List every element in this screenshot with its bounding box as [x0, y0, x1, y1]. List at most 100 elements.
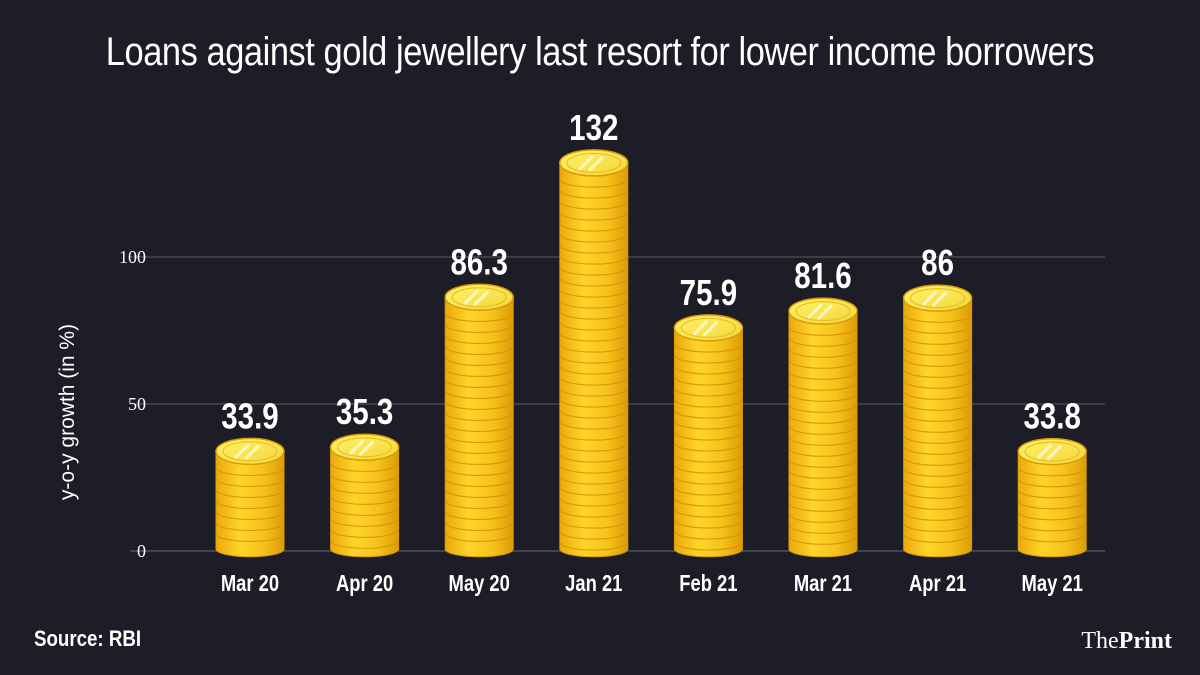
- coin-ridge: [904, 326, 972, 334]
- coin-ridge: [674, 399, 742, 408]
- coin-face: [329, 433, 400, 461]
- coin-ridge: [560, 311, 628, 320]
- coin-ridge: [904, 502, 972, 510]
- coin-ridge: [331, 519, 399, 527]
- coin-shine: [473, 290, 489, 306]
- coin-ridge: [216, 468, 284, 477]
- y-tick-label: 50: [128, 394, 146, 414]
- coin-ridge: [674, 465, 742, 474]
- data-label: 86.3: [450, 241, 507, 281]
- coin-ridge: [445, 424, 513, 432]
- coin-ridge: [674, 388, 742, 397]
- coin-shine: [588, 156, 604, 172]
- coin-ridge: [445, 413, 513, 421]
- coin-ridge: [904, 315, 972, 323]
- coin-face-rim: [909, 288, 966, 309]
- x-tick-label: Apr 20: [336, 571, 393, 596]
- coin-ridge: [216, 490, 284, 499]
- x-axis: Mar 20 Apr 20 May 20 Jan 21 Feb 21 Mar 21 Apr …: [221, 571, 1083, 596]
- data-label: 33.9: [221, 396, 278, 436]
- coin-ridge: [445, 336, 513, 344]
- coin-face: [902, 284, 973, 312]
- y-axis: 0 50 100: [119, 247, 146, 561]
- coin-ridge: [674, 443, 742, 452]
- coin-ridge: [789, 426, 857, 435]
- chart-title: Loans against gold jewellery last resort…: [105, 30, 1095, 74]
- source-note: Source: RBI: [34, 626, 142, 651]
- coin-shine: [1036, 444, 1052, 460]
- coin-ridge: [789, 514, 857, 523]
- data-labels: 33.9 35.3 86.3 132 75.9 81.6 86 33.8: [221, 107, 1081, 436]
- coin-ridge: [560, 498, 628, 507]
- brand-part2: Print: [1118, 628, 1172, 654]
- coin-ridge: [789, 437, 857, 446]
- coin-ridge: [674, 344, 742, 353]
- coin-ridge: [560, 465, 628, 474]
- x-tick-label: Apr 21: [909, 571, 966, 596]
- coin-ridge: [789, 415, 857, 424]
- coin-ridge: [560, 179, 628, 188]
- coin-ridge: [904, 403, 972, 411]
- coin-ridge: [904, 425, 972, 433]
- coin-ridge: [1018, 523, 1086, 532]
- coin-ridge: [674, 520, 742, 529]
- coin-ridge: [445, 314, 513, 322]
- coin-ridge: [789, 525, 857, 534]
- coin-ridge: [216, 501, 284, 510]
- coin-ridge: [1018, 534, 1086, 543]
- coin-ridge: [445, 523, 513, 531]
- coin-face: [788, 297, 858, 325]
- coin-ridge: [445, 380, 513, 388]
- coin-ridge: [560, 410, 628, 419]
- coin-stack: [444, 296, 514, 558]
- coin-ridge: [674, 432, 742, 441]
- coin-ridge: [560, 531, 628, 540]
- coin-ridge: [789, 327, 857, 336]
- bar: [1017, 437, 1087, 558]
- coin-ridge: [789, 404, 857, 413]
- coin-face: [1017, 437, 1087, 466]
- coin-ridge: [904, 436, 972, 444]
- coin-face-rim: [1024, 441, 1080, 462]
- coin-ridge: [789, 448, 857, 457]
- bar: [444, 283, 514, 558]
- coin-stack: [559, 162, 629, 558]
- coin-shine: [1046, 445, 1062, 461]
- coin-ridge: [1018, 468, 1086, 477]
- coin-ridge: [560, 542, 628, 551]
- coin-face: [673, 314, 744, 342]
- coin-ridge: [1018, 512, 1086, 521]
- coin-ridge: [560, 245, 628, 254]
- coin-ridge: [789, 536, 857, 545]
- coin-ridge: [331, 486, 399, 494]
- coin-ridge: [674, 487, 742, 496]
- coin-shine: [922, 290, 938, 306]
- coin-ridge: [445, 402, 513, 410]
- coin-ridge: [560, 421, 628, 430]
- coin-shine: [692, 320, 708, 336]
- coin-ridge: [445, 490, 513, 498]
- coin-stack: [1017, 451, 1087, 558]
- coin-ridge: [331, 497, 399, 505]
- coin-ridge: [560, 201, 628, 210]
- coin-ridge: [560, 388, 628, 397]
- coin-ridge: [216, 479, 284, 488]
- coin-ridge: [1018, 479, 1086, 488]
- coin-face-rim: [337, 437, 393, 458]
- coin-ridge: [560, 454, 628, 463]
- coin-ridge: [904, 392, 972, 400]
- coin-ridge: [1018, 490, 1086, 499]
- coin-ridge: [674, 421, 742, 430]
- coin-ridge: [216, 523, 284, 532]
- coin-shine: [463, 289, 479, 305]
- coin-ridge: [445, 512, 513, 520]
- data-label: 132: [569, 107, 618, 147]
- coin-ridge: [560, 256, 628, 265]
- coin-ridge: [674, 531, 742, 540]
- coin-stack: [903, 297, 973, 558]
- bar: [215, 437, 285, 558]
- coin-ridge: [904, 348, 972, 356]
- coin-ridge: [904, 480, 972, 488]
- coin-ridge: [789, 470, 857, 479]
